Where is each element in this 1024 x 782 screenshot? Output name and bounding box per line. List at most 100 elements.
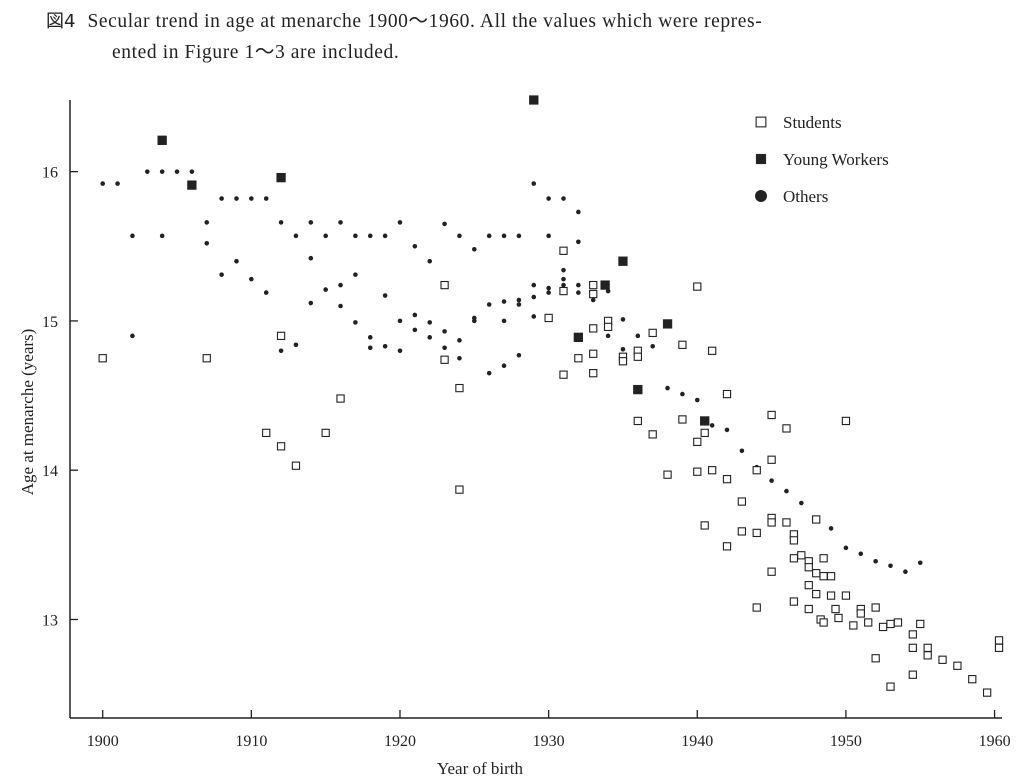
data-point xyxy=(678,415,687,424)
x-tick-label: 1950 xyxy=(830,733,862,750)
data-point xyxy=(440,355,449,364)
data-point xyxy=(635,333,641,339)
data-point xyxy=(589,369,598,378)
data-point xyxy=(724,427,730,433)
data-point xyxy=(871,603,880,612)
data-point xyxy=(680,391,685,397)
data-point xyxy=(633,352,642,361)
data-point xyxy=(737,527,747,536)
data-point xyxy=(501,363,507,369)
x-tick-label: 1960 xyxy=(979,733,1011,750)
data-point xyxy=(841,591,851,600)
data-point xyxy=(605,333,611,339)
data-point xyxy=(546,196,551,201)
data-point xyxy=(278,220,284,225)
data-point xyxy=(767,518,776,527)
data-point xyxy=(769,478,774,483)
data-point xyxy=(276,331,286,341)
data-point xyxy=(546,285,551,291)
data-point xyxy=(278,348,284,354)
data-point xyxy=(804,580,813,590)
data-point xyxy=(293,342,299,348)
data-point xyxy=(321,428,330,438)
data-point xyxy=(516,297,522,303)
data-point xyxy=(187,180,197,190)
data-point xyxy=(440,280,449,290)
data-point xyxy=(864,618,873,627)
data-point xyxy=(784,488,789,494)
data-point xyxy=(338,303,343,309)
data-point xyxy=(871,654,880,663)
data-point xyxy=(561,276,566,282)
data-point xyxy=(249,276,254,282)
data-point xyxy=(648,328,657,338)
data-point xyxy=(789,597,799,606)
data-point xyxy=(722,542,732,551)
data-point xyxy=(789,536,799,545)
data-point xyxy=(516,352,522,358)
data-point xyxy=(782,424,791,433)
data-point xyxy=(576,290,581,295)
data-point xyxy=(546,290,551,295)
data-point xyxy=(382,293,388,298)
data-point xyxy=(752,528,761,538)
data-point xyxy=(531,181,537,186)
data-point xyxy=(501,233,507,239)
data-point xyxy=(700,521,709,530)
data-point xyxy=(620,317,626,322)
data-point xyxy=(804,604,813,614)
data-point xyxy=(189,169,195,174)
data-point xyxy=(886,619,895,629)
data-point xyxy=(826,591,836,600)
legend-marker xyxy=(755,153,767,165)
data-point xyxy=(968,675,977,684)
x-tick-label: 1940 xyxy=(681,733,713,750)
data-point xyxy=(249,196,254,201)
data-point xyxy=(589,280,598,290)
chart-axes: 1900 1910 1920 1930 1940 1950 1960 13 14 15 16 xyxy=(42,100,1011,750)
data-point xyxy=(633,416,642,426)
data-point xyxy=(693,282,702,291)
data-point xyxy=(953,661,962,670)
data-point xyxy=(737,497,747,506)
data-point xyxy=(291,461,301,470)
data-point xyxy=(700,416,710,426)
data-point xyxy=(678,340,687,349)
data-point xyxy=(843,545,849,551)
series-others xyxy=(100,169,923,575)
data-point xyxy=(559,286,568,296)
data-point xyxy=(590,297,596,303)
x-tick-label: 1910 xyxy=(235,733,267,750)
y-tick-label: 16 xyxy=(42,165,58,182)
y-tick-label: 15 xyxy=(42,314,58,331)
data-point xyxy=(707,466,717,475)
data-point xyxy=(916,619,925,629)
data-point xyxy=(886,682,895,691)
data-point xyxy=(767,410,776,420)
data-point xyxy=(576,209,581,215)
data-point xyxy=(589,289,598,299)
data-point xyxy=(573,332,584,342)
data-point xyxy=(812,515,821,524)
data-point xyxy=(501,318,507,324)
data-point xyxy=(722,475,732,484)
data-point xyxy=(665,385,670,391)
data-point xyxy=(709,423,715,428)
data-point xyxy=(819,572,828,581)
data-point xyxy=(917,560,923,566)
data-point xyxy=(98,354,107,363)
data-point xyxy=(412,312,418,318)
data-point xyxy=(427,320,433,325)
data-point xyxy=(739,448,745,454)
data-point xyxy=(531,282,537,288)
legend-label: Others xyxy=(783,187,828,206)
data-point xyxy=(903,569,908,575)
data-point xyxy=(923,643,932,652)
x-tick-label: 1920 xyxy=(384,733,416,750)
data-point xyxy=(486,233,492,239)
data-point xyxy=(994,643,1004,652)
data-point xyxy=(336,394,345,403)
data-point xyxy=(202,354,211,363)
data-point xyxy=(828,526,834,531)
data-point xyxy=(662,319,673,329)
